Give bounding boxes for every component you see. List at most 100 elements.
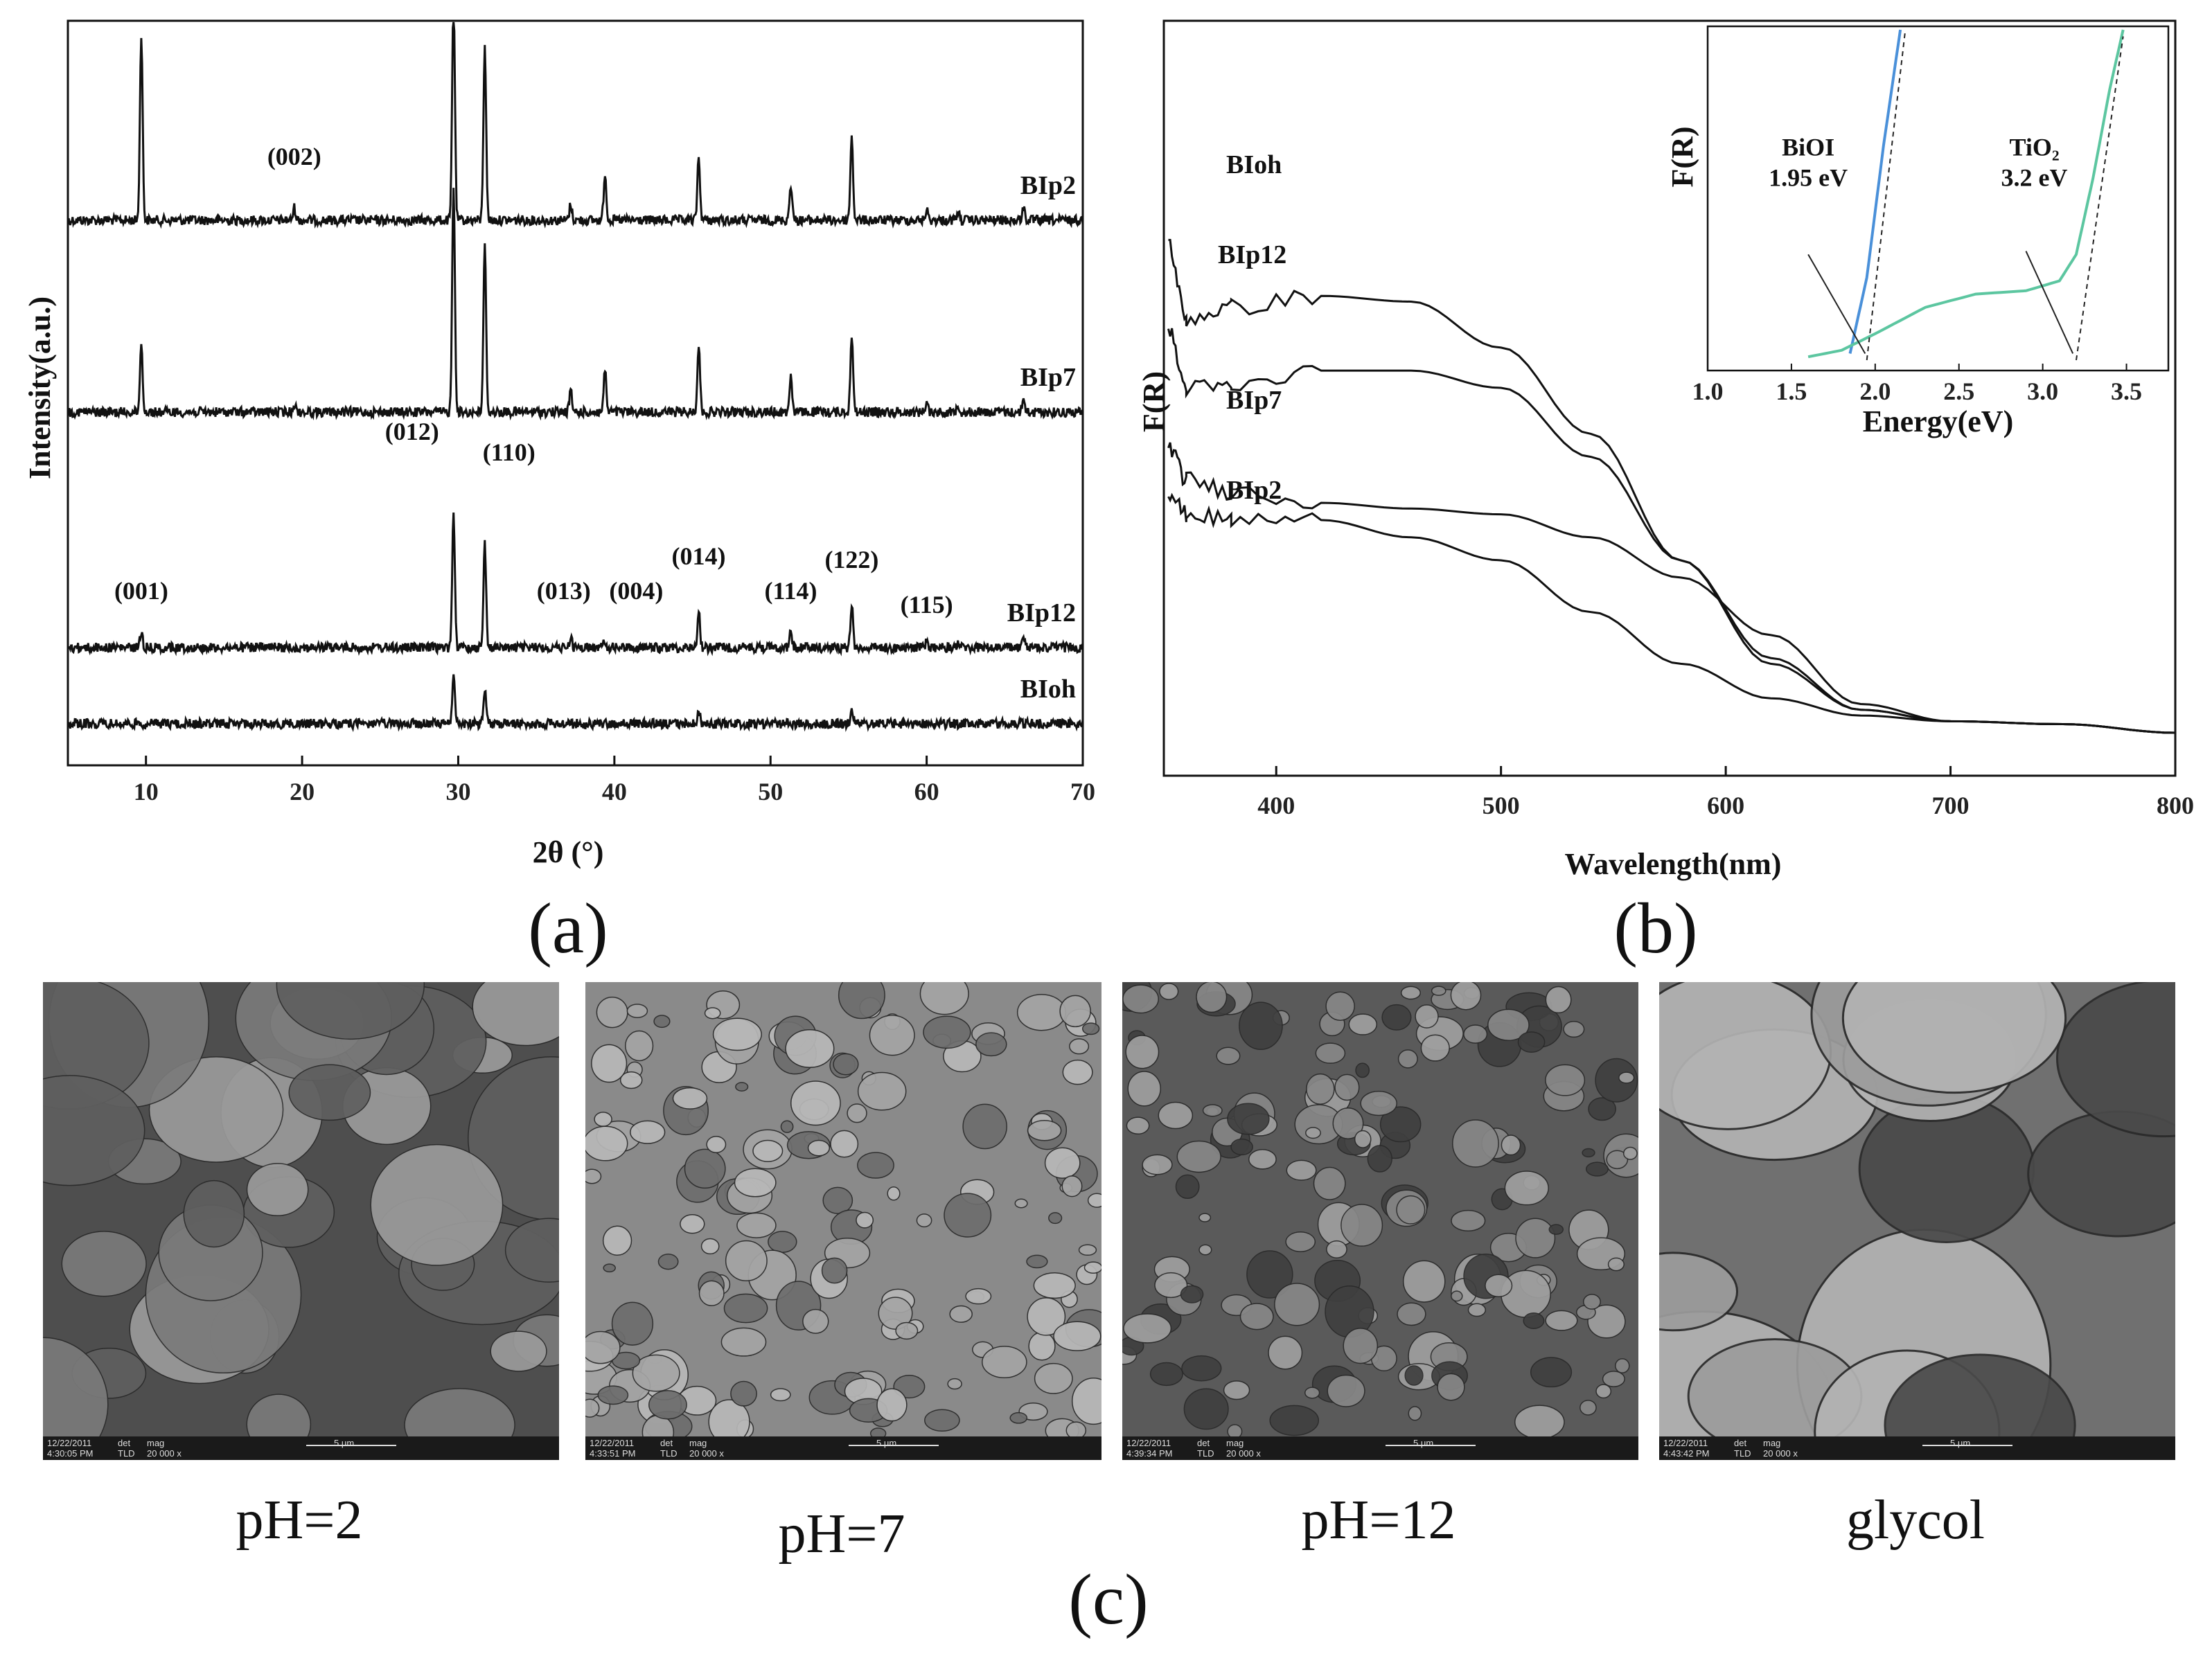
sem-particle	[648, 1390, 687, 1420]
xrd-series-label: BIp2	[1020, 171, 1076, 200]
sem-mag-header: mag	[689, 1438, 707, 1448]
sem-particle	[1545, 1064, 1586, 1096]
sem-particle	[611, 1301, 654, 1346]
sem-particle	[1467, 1303, 1487, 1317]
sem-det-header: det	[118, 1438, 131, 1448]
sem-caption: pH=7	[778, 1504, 905, 1565]
inset-ylabel: F(R)	[1665, 127, 1699, 188]
sem-time: 4:39:34 PM	[1126, 1448, 1173, 1459]
sem-particle	[1268, 1335, 1303, 1370]
sem-mag: 20 000 x	[1226, 1448, 1261, 1459]
sem-info-bar: 12/22/2011 4:43:42 PM det TLD mag 20 000 x 5 μ…	[1659, 1436, 2175, 1460]
sem-particle	[1334, 1074, 1360, 1101]
sem-particle	[1009, 1412, 1028, 1424]
sem-particle	[965, 1288, 992, 1305]
sem-mag: 20 000 x	[147, 1448, 182, 1459]
sem-particle	[821, 1257, 848, 1284]
sem-particle	[1580, 1400, 1597, 1416]
inset-frame	[1706, 25, 2170, 372]
sem-date: 12/22/2011	[590, 1438, 635, 1448]
sem-particle	[708, 1399, 750, 1436]
sem-particle	[1354, 1130, 1372, 1148]
inset-xtick-label: 3.0	[2027, 377, 2058, 405]
sem-det: TLD	[660, 1448, 678, 1459]
sem-particle	[1158, 1101, 1194, 1130]
uv-series-label: BIp2	[1226, 476, 1282, 505]
sem-particle	[1061, 1175, 1083, 1197]
sem-particle	[847, 1103, 867, 1123]
sem-particle	[1404, 1365, 1424, 1386]
sem-particle	[752, 1139, 784, 1162]
sem-particle	[1595, 1384, 1612, 1399]
sem-particle	[585, 1330, 621, 1364]
sem-particle	[802, 1308, 829, 1334]
sem-particle	[1196, 982, 1228, 1013]
sem-particle	[246, 1163, 309, 1217]
xrd-xtick-label: 40	[602, 778, 627, 805]
xrd-peak-label: (013)	[537, 577, 591, 605]
sem-particle	[919, 982, 969, 1015]
sem-particle	[1048, 1212, 1063, 1225]
uv-xtick-label: 800	[2157, 792, 2194, 819]
sem-particle	[790, 1080, 841, 1126]
sem-particle	[730, 1380, 757, 1407]
sem-particle	[1396, 1195, 1426, 1225]
uv-series-label: BIp7	[1226, 386, 1282, 415]
sem-mag: 20 000 x	[689, 1448, 724, 1459]
sem-caption: pH=12	[1301, 1490, 1456, 1551]
sem-particle	[1420, 1034, 1450, 1062]
sem-particle	[1400, 986, 1421, 1000]
sem-particle	[723, 1293, 768, 1324]
sem-info-bar: 12/22/2011 4:39:34 PM det TLD mag 20 000 x 5 μ…	[1122, 1436, 1638, 1460]
sem-particle	[585, 1398, 600, 1418]
sem-particle	[672, 1087, 708, 1110]
xrd-peak-label: (002)	[267, 143, 321, 170]
sem-particle	[1154, 1272, 1188, 1299]
sem-particle	[1027, 1297, 1066, 1336]
sem-particle	[1381, 1004, 1412, 1031]
sem-particle	[1884, 1353, 2076, 1436]
sem-info-bar: 12/22/2011 4:33:51 PM det TLD mag 20 000 x 5 μ…	[585, 1436, 1101, 1460]
sem-particle	[1028, 1331, 1056, 1361]
sem-particle	[1523, 1312, 1545, 1329]
xrd-peak-label: (110)	[483, 438, 536, 466]
xrd-xtick-label: 20	[290, 778, 315, 805]
sem-particle	[585, 1168, 602, 1184]
sem-particle	[1367, 1145, 1392, 1173]
sem-particle	[1305, 1127, 1321, 1139]
sem-particle	[704, 1007, 721, 1020]
sem-particle	[591, 1044, 628, 1083]
xrd-xtick-label: 50	[758, 778, 783, 805]
sem-particle	[1517, 1031, 1546, 1053]
sem-scale-bar	[1922, 1445, 2012, 1446]
sem-det: TLD	[1734, 1448, 1751, 1459]
sem-scale: 5 μm	[334, 1438, 355, 1448]
sem-particle	[632, 1354, 680, 1392]
sem-particle	[1230, 1138, 1253, 1156]
sem-particle	[1246, 1250, 1293, 1299]
uv-series-BIp7	[1167, 442, 2176, 734]
xrd-peak-label: (115)	[901, 591, 953, 618]
sem-particle	[1126, 1116, 1150, 1135]
sem-particle	[625, 1030, 654, 1062]
sem-particle	[1016, 994, 1067, 1031]
inset-arrow	[2025, 251, 2074, 354]
sem-particle	[1083, 1261, 1101, 1274]
inset-annotation-value: 3.2 eV	[2001, 163, 2068, 191]
sem-particle	[924, 1409, 960, 1432]
sem-particle	[43, 1337, 109, 1436]
sem-particle	[1053, 1321, 1101, 1351]
inset-xtick-label: 2.0	[1859, 377, 1891, 405]
sem-particle	[1239, 1001, 1283, 1050]
sem-particle	[370, 1143, 504, 1266]
inset-annotation-value: 1.95 eV	[1769, 163, 1848, 191]
sem-particle	[923, 1015, 971, 1049]
sem-particle	[857, 1071, 907, 1111]
xrd-series-label: BIp12	[1007, 598, 1076, 627]
inset-series-TiO2	[1807, 29, 2125, 359]
sem-particle	[1379, 1106, 1422, 1143]
sem-particle	[1514, 1405, 1565, 1436]
sem-time: 4:43:42 PM	[1663, 1448, 1710, 1459]
sem-particle	[1180, 1285, 1204, 1303]
sem-particle	[712, 1017, 762, 1051]
